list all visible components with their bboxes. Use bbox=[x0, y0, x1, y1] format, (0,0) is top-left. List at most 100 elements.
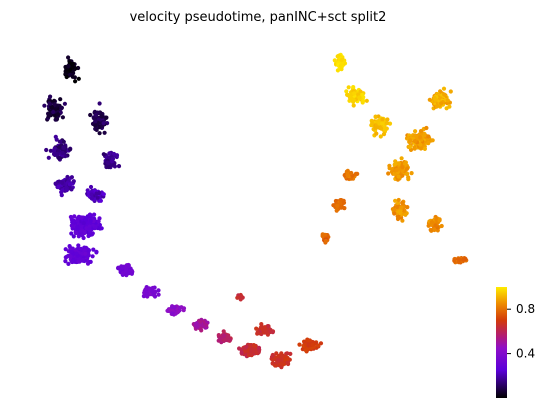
scatter-point bbox=[461, 257, 466, 262]
scatter-point bbox=[400, 173, 405, 178]
scatter-point bbox=[239, 350, 244, 355]
scatter-point bbox=[194, 323, 199, 328]
scatter-point bbox=[88, 213, 93, 218]
scatter-point bbox=[310, 342, 315, 347]
scatter-point bbox=[396, 174, 401, 179]
scatter-point bbox=[418, 129, 424, 134]
scatter-point bbox=[346, 85, 351, 90]
scatter-point bbox=[83, 251, 88, 256]
scatter-point bbox=[56, 155, 61, 161]
scatter-point bbox=[297, 342, 302, 347]
scatter-point bbox=[57, 139, 63, 144]
scatter-point bbox=[407, 144, 413, 149]
scatter-point bbox=[351, 98, 356, 103]
scatter-point bbox=[70, 74, 75, 79]
scatter-point bbox=[384, 126, 389, 131]
scatter-point bbox=[73, 79, 78, 84]
scatter-point bbox=[307, 338, 312, 343]
scatter-point bbox=[433, 97, 438, 102]
scatter-point bbox=[396, 197, 401, 203]
scatter-point bbox=[403, 212, 408, 217]
scatter-point bbox=[434, 104, 439, 109]
scatter-point bbox=[72, 214, 77, 219]
scatter-point bbox=[276, 358, 281, 363]
scatter-point bbox=[92, 212, 97, 217]
scatter-point bbox=[221, 333, 226, 338]
scatter-point bbox=[81, 235, 86, 241]
scatter-point bbox=[433, 223, 438, 228]
scatter-point bbox=[44, 147, 49, 153]
scatter-point bbox=[386, 171, 391, 176]
scatter-point bbox=[96, 117, 101, 122]
scatter-point bbox=[88, 218, 93, 223]
scatter-point bbox=[73, 230, 79, 236]
scatter-point bbox=[286, 361, 291, 367]
scatter-point bbox=[116, 265, 121, 270]
scatter-point bbox=[457, 257, 462, 262]
scatter-point bbox=[274, 351, 279, 356]
scatter-point bbox=[251, 347, 256, 352]
scatter-point bbox=[75, 224, 80, 229]
scatter-point bbox=[434, 217, 439, 222]
scatter-point bbox=[390, 207, 395, 212]
scatter-point bbox=[378, 134, 383, 139]
scatter-point bbox=[339, 67, 344, 72]
scatter-point bbox=[48, 94, 53, 99]
scatter-point bbox=[71, 234, 76, 239]
scatter-point bbox=[400, 200, 405, 205]
scatter-point bbox=[223, 337, 228, 342]
scatter-point bbox=[320, 233, 325, 239]
scatter-point bbox=[47, 101, 52, 106]
scatter-point bbox=[150, 285, 155, 291]
scatter-point bbox=[93, 119, 98, 124]
scatter-point bbox=[76, 76, 81, 81]
scatter-point bbox=[402, 161, 407, 166]
scatter-point bbox=[47, 110, 53, 116]
scatter-point bbox=[94, 249, 99, 254]
scatter-point bbox=[279, 361, 284, 366]
scatter-point bbox=[42, 103, 47, 108]
scatter-point bbox=[66, 55, 71, 60]
scatter-point bbox=[125, 271, 130, 276]
scatter-point bbox=[67, 182, 72, 187]
scatter-point bbox=[201, 324, 206, 329]
scatter-point bbox=[437, 218, 442, 223]
scatter-point bbox=[145, 292, 150, 297]
scatter-point bbox=[238, 297, 243, 302]
scatter-point bbox=[101, 121, 106, 126]
scatter-point bbox=[61, 145, 66, 150]
scatter-point bbox=[59, 105, 64, 110]
scatter-point bbox=[55, 151, 60, 156]
scatter-point bbox=[409, 171, 414, 176]
scatter-point bbox=[80, 257, 85, 262]
scatter-point bbox=[439, 101, 444, 106]
scatter-point bbox=[256, 345, 262, 350]
scatter-point bbox=[93, 112, 99, 118]
scatter-point bbox=[357, 95, 362, 100]
scatter-point bbox=[374, 131, 379, 136]
scatter-point bbox=[251, 344, 256, 349]
scatter-point bbox=[338, 198, 343, 203]
scatter-point bbox=[445, 98, 450, 103]
scatter-point bbox=[107, 151, 112, 156]
scatter-point bbox=[114, 153, 120, 158]
scatter-point bbox=[156, 288, 161, 293]
scatter-point bbox=[97, 131, 102, 136]
scatter-point bbox=[59, 190, 64, 195]
scatter-point bbox=[68, 147, 73, 152]
scatter-point bbox=[99, 114, 104, 119]
scatter-point bbox=[46, 114, 51, 119]
scatter-point bbox=[430, 138, 435, 143]
scatter-point bbox=[61, 139, 66, 144]
scatter-point bbox=[419, 145, 424, 151]
scatter-point bbox=[413, 129, 418, 134]
colorbar-tick-label: 0.8 bbox=[516, 302, 535, 316]
scatter-point bbox=[84, 226, 89, 231]
scatter-point bbox=[345, 173, 350, 178]
scatter-point bbox=[102, 130, 107, 135]
scatter-point bbox=[64, 74, 69, 80]
chart-title: velocity pseudotime, panINC+sct split2 bbox=[130, 10, 387, 25]
scatter-point bbox=[395, 216, 401, 222]
scatter-point bbox=[53, 134, 58, 139]
scatter-point bbox=[96, 219, 101, 224]
